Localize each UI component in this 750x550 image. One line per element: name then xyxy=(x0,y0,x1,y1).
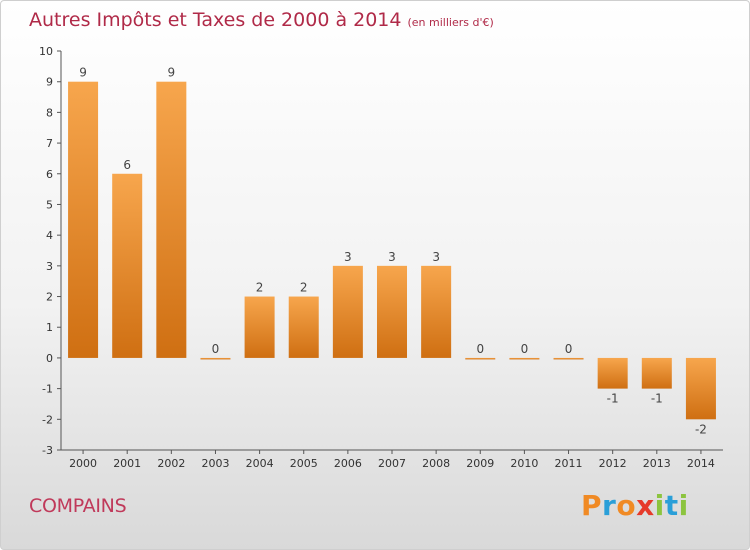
bar xyxy=(597,357,628,389)
bar xyxy=(68,81,99,358)
bar-value-label: 3 xyxy=(344,250,352,264)
bar xyxy=(421,265,452,358)
bar xyxy=(685,357,716,420)
y-tick-label: -3 xyxy=(42,444,53,457)
bar-value-label: 9 xyxy=(79,66,87,80)
bar-value-label: -1 xyxy=(607,392,619,406)
bar-value-label: -1 xyxy=(651,392,663,406)
x-tick-label: 2010 xyxy=(510,457,538,470)
y-tick-label: 0 xyxy=(46,352,53,365)
bar-value-label: 0 xyxy=(212,342,220,356)
x-tick-label: 2009 xyxy=(466,457,494,470)
proxiti-logo[interactable]: Proxiti xyxy=(581,489,689,522)
y-tick-label: 7 xyxy=(46,137,53,150)
x-tick-label: 2000 xyxy=(69,457,97,470)
bar xyxy=(376,265,408,358)
bar xyxy=(200,357,231,360)
bar xyxy=(332,265,363,358)
bars xyxy=(68,81,716,420)
bar xyxy=(509,357,540,360)
y-tick-label: 6 xyxy=(46,168,53,181)
bar-value-label: 2 xyxy=(256,281,264,295)
y-tick-label: 5 xyxy=(46,198,53,211)
bar-value-label: 6 xyxy=(123,158,131,172)
commune-name: COMPAINS xyxy=(29,495,127,517)
x-tick-label: 2004 xyxy=(246,457,274,470)
bar-value-label: -2 xyxy=(695,422,707,436)
bar xyxy=(288,296,319,358)
logo-letter: P xyxy=(581,489,603,522)
bar-value-label: 2 xyxy=(300,281,308,295)
bar xyxy=(641,357,672,389)
y-tick-label: 10 xyxy=(39,45,53,58)
logo-letter: x xyxy=(636,489,655,522)
logo-letter: r xyxy=(602,489,617,522)
bar xyxy=(465,357,496,360)
logo-letter: i xyxy=(678,489,689,522)
bar xyxy=(553,357,584,360)
bar xyxy=(112,173,143,358)
x-tick-label: 2003 xyxy=(201,457,229,470)
y-tick-label: 9 xyxy=(46,76,53,89)
bar-value-label: 9 xyxy=(168,66,176,80)
logo-letter: i xyxy=(654,489,665,522)
x-tick-label: 2007 xyxy=(378,457,406,470)
bar-value-label: 0 xyxy=(521,342,529,356)
logo-letter: t xyxy=(664,489,679,522)
bar-value-label: 3 xyxy=(432,250,440,264)
x-tick-label: 2014 xyxy=(687,457,715,470)
y-tick-label: -1 xyxy=(42,383,53,396)
x-tick-label: 2002 xyxy=(157,457,185,470)
x-tick-label: 2011 xyxy=(555,457,583,470)
chart-title-text: Autres Impôts et Taxes de 2000 à 2014 xyxy=(29,9,402,31)
bar xyxy=(156,81,187,358)
x-tick-label: 2006 xyxy=(334,457,362,470)
chart-unit: (en milliers d'€) xyxy=(407,16,494,29)
y-tick-label: 3 xyxy=(46,260,53,273)
x-tick-label: 2012 xyxy=(599,457,627,470)
bar xyxy=(244,296,275,358)
y-tick-label: -2 xyxy=(42,413,53,426)
bar-value-label: 0 xyxy=(476,342,484,356)
x-tick-label: 2013 xyxy=(643,457,671,470)
logo-letter: o xyxy=(616,489,637,522)
x-tick-label: 2001 xyxy=(113,457,141,470)
x-tick-label: 2005 xyxy=(290,457,318,470)
bar-value-label: 0 xyxy=(565,342,573,356)
data-labels: 9 6 9 0 2 2 3 3 3 0 0 0 -1 -1 -2 xyxy=(79,66,707,437)
bar-value-label: 3 xyxy=(388,250,396,264)
y-tick-label: 2 xyxy=(46,291,53,304)
x-tick-label: 2008 xyxy=(422,457,450,470)
y-tick-label: 8 xyxy=(46,106,53,119)
y-tick-label: 4 xyxy=(46,229,53,242)
chart-title: Autres Impôts et Taxes de 2000 à 2014 (en… xyxy=(29,9,494,31)
y-tick-label: 1 xyxy=(46,321,53,334)
